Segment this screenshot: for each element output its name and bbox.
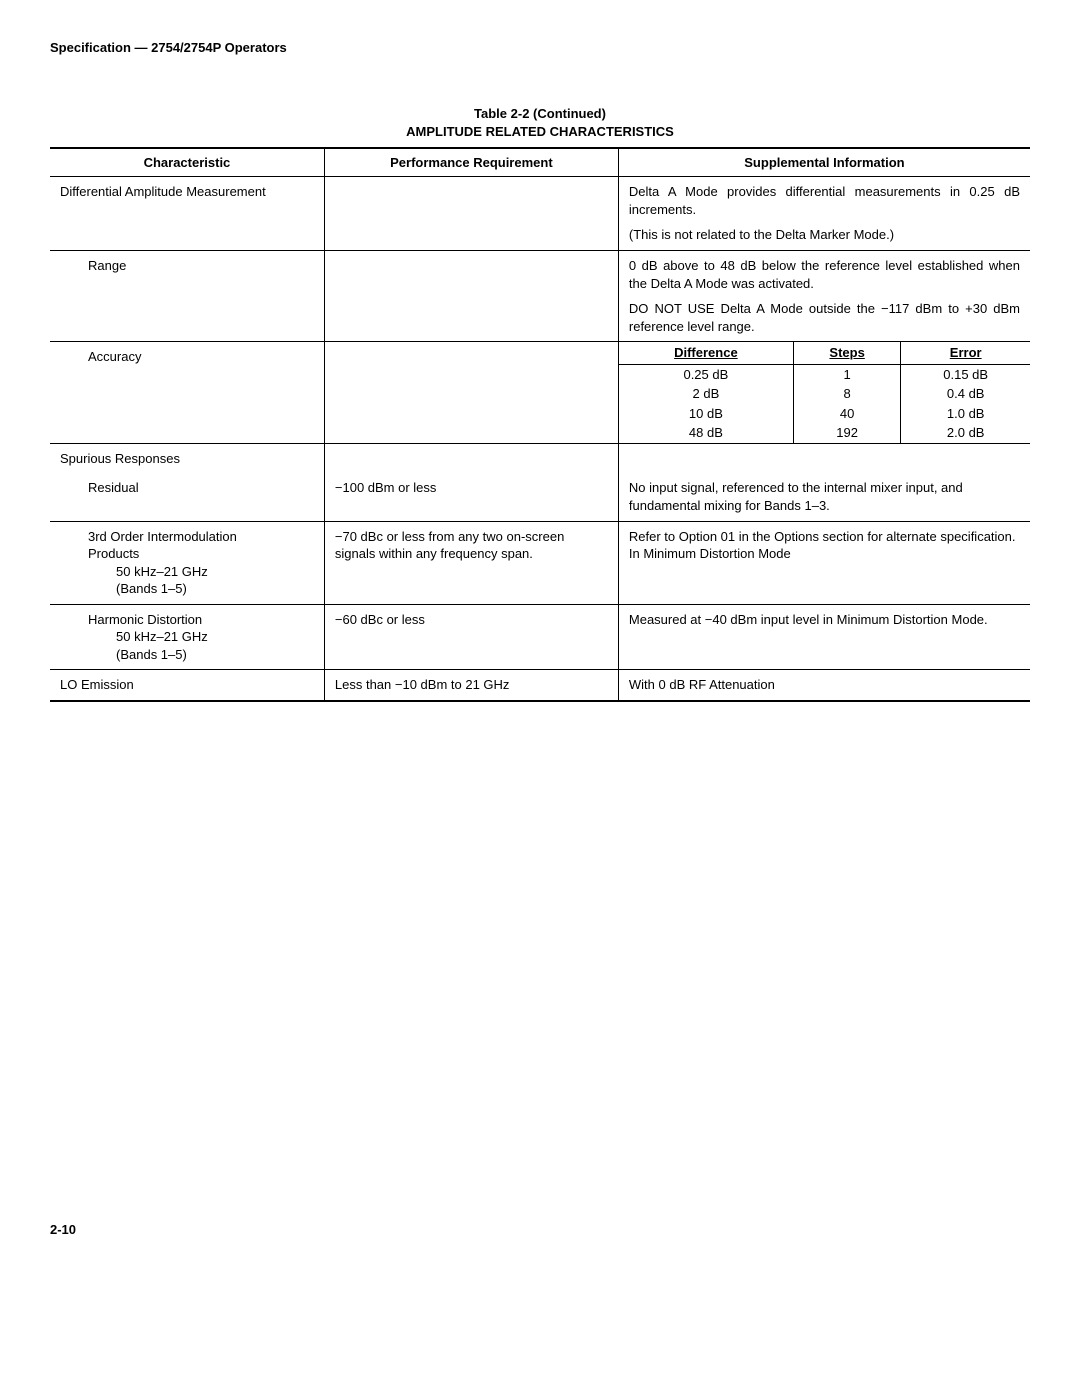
- subcell: 10 dB: [619, 404, 793, 424]
- subcol-error: Error: [901, 342, 1030, 364]
- subcell: 1: [793, 364, 901, 384]
- table-header-row: Characteristic Performance Requirement S…: [50, 148, 1030, 177]
- subtable-row: 0.25 dB 1 0.15 dB: [619, 364, 1030, 384]
- subcell: 0.25 dB: [619, 364, 793, 384]
- cell-characteristic: Harmonic Distortion 50 kHz–21 GHz (Bands…: [50, 604, 324, 670]
- page-header: Specification — 2754/2754P Operators: [50, 40, 1030, 55]
- cell-supplemental: [618, 443, 1030, 473]
- char-text: Range: [60, 257, 314, 275]
- subtable-row: 2 dB 8 0.4 dB: [619, 384, 1030, 404]
- cell-characteristic: 3rd Order Intermodulation Products 50 kH…: [50, 521, 324, 604]
- table-row: Harmonic Distortion 50 kHz–21 GHz (Bands…: [50, 604, 1030, 670]
- spec-table: Characteristic Performance Requirement S…: [50, 147, 1030, 702]
- subcell: 2 dB: [619, 384, 793, 404]
- char-line: 50 kHz–21 GHz: [60, 563, 314, 581]
- subcell: 48 dB: [619, 423, 793, 443]
- char-line: (Bands 1–5): [60, 580, 314, 598]
- char-line: Products: [60, 545, 314, 563]
- cell-supplemental: Delta A Mode provides differential measu…: [618, 177, 1030, 251]
- cell-supplemental: 0 dB above to 48 dB below the reference …: [618, 251, 1030, 342]
- cell-performance: −60 dBc or less: [324, 604, 618, 670]
- subcell: 0.15 dB: [901, 364, 1030, 384]
- subcell: 1.0 dB: [901, 404, 1030, 424]
- table-row: Range 0 dB above to 48 dB below the refe…: [50, 251, 1030, 342]
- table-title-line2: AMPLITUDE RELATED CHARACTERISTICS: [406, 124, 674, 139]
- cell-characteristic: Spurious Responses: [50, 443, 324, 473]
- subcell: 0.4 dB: [901, 384, 1030, 404]
- cell-supplemental: Difference Steps Error 0.25 dB 1 0.15 dB…: [618, 342, 1030, 444]
- cell-performance: [324, 251, 618, 342]
- subcol-difference: Difference: [619, 342, 793, 364]
- subtable-header-row: Difference Steps Error: [619, 342, 1030, 364]
- subcell: 40: [793, 404, 901, 424]
- char-line: 50 kHz–21 GHz: [60, 628, 314, 646]
- col-supplemental: Supplemental Information: [618, 148, 1030, 177]
- table-row: LO Emission Less than −10 dBm to 21 GHz …: [50, 670, 1030, 701]
- cell-supplemental: Refer to Option 01 in the Options sectio…: [618, 521, 1030, 604]
- cell-performance: −70 dBc or less from any two on-screen s…: [324, 521, 618, 604]
- supp-paragraph: (This is not related to the Delta Marker…: [629, 226, 1020, 244]
- char-text: Accuracy: [60, 348, 314, 366]
- subtable-row: 48 dB 192 2.0 dB: [619, 423, 1030, 443]
- supp-paragraph: Delta A Mode provides differential measu…: [629, 183, 1020, 218]
- table-row: Accuracy Difference Steps Error 0.25 dB: [50, 342, 1030, 444]
- cell-characteristic: Differential Amplitude Measurement: [50, 177, 324, 251]
- cell-performance: −100 dBm or less: [324, 473, 618, 521]
- table-row: Differential Amplitude Measurement Delta…: [50, 177, 1030, 251]
- char-line: Harmonic Distortion: [60, 611, 314, 629]
- col-performance: Performance Requirement: [324, 148, 618, 177]
- table-row: 3rd Order Intermodulation Products 50 kH…: [50, 521, 1030, 604]
- accuracy-subtable: Difference Steps Error 0.25 dB 1 0.15 dB…: [619, 342, 1030, 443]
- cell-performance: [324, 177, 618, 251]
- table-title-line1: Table 2-2 (Continued): [474, 106, 606, 121]
- subcol-steps: Steps: [793, 342, 901, 364]
- char-text: Residual: [60, 479, 314, 497]
- char-line: 3rd Order Intermodulation: [60, 528, 314, 546]
- cell-performance: Less than −10 dBm to 21 GHz: [324, 670, 618, 701]
- table-row: Residual −100 dBm or less No input signa…: [50, 473, 1030, 521]
- cell-supplemental: Measured at −40 dBm input level in Minim…: [618, 604, 1030, 670]
- table-title: Table 2-2 (Continued) AMPLITUDE RELATED …: [50, 105, 1030, 141]
- col-characteristic: Characteristic: [50, 148, 324, 177]
- cell-characteristic: Range: [50, 251, 324, 342]
- table-row: Spurious Responses: [50, 443, 1030, 473]
- cell-performance: [324, 342, 618, 444]
- cell-performance: [324, 443, 618, 473]
- subcell: 2.0 dB: [901, 423, 1030, 443]
- char-line: (Bands 1–5): [60, 646, 314, 664]
- subcell: 8: [793, 384, 901, 404]
- supp-paragraph: DO NOT USE Delta A Mode outside the −117…: [629, 300, 1020, 335]
- supp-paragraph: 0 dB above to 48 dB below the reference …: [629, 257, 1020, 292]
- cell-supplemental: With 0 dB RF Attenuation: [618, 670, 1030, 701]
- cell-characteristic: Accuracy: [50, 342, 324, 444]
- cell-characteristic: Residual: [50, 473, 324, 521]
- subtable-row: 10 dB 40 1.0 dB: [619, 404, 1030, 424]
- cell-characteristic: LO Emission: [50, 670, 324, 701]
- cell-supplemental: No input signal, referenced to the inter…: [618, 473, 1030, 521]
- page-number: 2-10: [50, 1222, 1030, 1237]
- subcell: 192: [793, 423, 901, 443]
